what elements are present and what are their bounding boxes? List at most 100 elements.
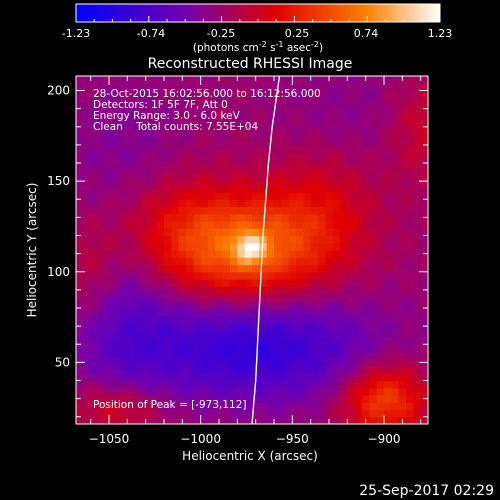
heatmap-cell	[98, 351, 106, 360]
heatmap-cell	[259, 170, 268, 179]
heatmap-cell	[208, 228, 216, 237]
heatmap-cell	[244, 351, 253, 360]
heatmap-cell	[237, 112, 246, 121]
heatmap-cell	[178, 344, 187, 353]
heatmap-cell	[288, 170, 297, 179]
heatmap-cell	[105, 177, 114, 186]
heatmap-cell	[310, 322, 319, 331]
heatmap-cell	[376, 358, 385, 367]
heatmap-cell	[318, 119, 326, 128]
heatmap-cell	[156, 308, 165, 316]
heatmap-cell	[362, 373, 370, 382]
heatmap-cell	[384, 271, 392, 280]
heatmap-cell	[318, 380, 326, 389]
heatmap-cell	[237, 184, 246, 193]
heatmap-cell	[83, 344, 92, 353]
plot-frame	[75, 75, 429, 425]
heatmap-cell	[171, 344, 180, 353]
heatmap-cell	[332, 76, 341, 84]
heatmap-cell	[164, 155, 172, 164]
heatmap-cell	[222, 286, 231, 295]
heatmap-cell	[376, 337, 385, 345]
heatmap-cell	[156, 250, 165, 258]
heatmap-cell	[325, 257, 334, 266]
heatmap-cell	[164, 83, 172, 92]
heatmap-cell	[237, 170, 246, 179]
heatmap-cell	[244, 228, 253, 237]
heatmap-cell	[149, 170, 158, 179]
heatmap-cell	[296, 279, 304, 287]
heatmap-cell	[340, 271, 348, 280]
heatmap-cell	[362, 308, 370, 316]
heatmap-cell	[208, 416, 216, 424]
heatmap-cell	[178, 206, 187, 215]
heatmap-cell	[274, 141, 282, 150]
heatmap-cell	[193, 235, 202, 244]
heatmap-cell	[215, 242, 224, 251]
heatmap-cell	[303, 148, 312, 157]
heatmap-cell	[230, 163, 238, 171]
heatmap-cell	[237, 177, 246, 186]
heatmap-cell	[208, 366, 216, 374]
heatmap-cell	[354, 90, 363, 99]
heatmap-cell	[186, 148, 194, 157]
heatmap-cell	[112, 358, 121, 367]
heatmap-cell	[200, 308, 209, 316]
heatmap-cell	[76, 134, 84, 142]
heatmap-cell	[288, 322, 297, 331]
heatmap-cell	[98, 177, 106, 186]
heatmap-cell	[83, 170, 92, 179]
heatmap-cell	[156, 242, 165, 251]
heatmap-cell	[347, 416, 356, 424]
heatmap-cell	[318, 395, 326, 403]
heatmap-cell	[406, 235, 414, 244]
heatmap-cell	[142, 271, 150, 280]
heatmap-cell	[281, 177, 290, 186]
heatmap-cell	[332, 315, 341, 324]
heatmap-cell	[347, 351, 356, 360]
heatmap-cell	[376, 206, 385, 215]
heatmap-cell	[362, 264, 370, 273]
heatmap-cell	[391, 344, 400, 353]
heatmap-cell	[90, 351, 99, 360]
heatmap-cell	[222, 119, 231, 128]
heatmap-cell	[347, 141, 356, 150]
heatmap-cell	[105, 228, 114, 237]
heatmap-cell	[142, 155, 150, 164]
heatmap-cell	[149, 322, 158, 331]
heatmap-cell	[127, 257, 136, 266]
heatmap-cell	[171, 206, 180, 215]
heatmap-cell	[200, 221, 209, 229]
heatmap-cell	[149, 315, 158, 324]
heatmap-cell	[413, 163, 422, 171]
heatmap-cell	[332, 279, 341, 287]
heatmap-cell	[142, 286, 150, 295]
heatmap-cell	[354, 373, 363, 382]
heatmap-cell	[420, 90, 428, 99]
heatmap-cell	[164, 97, 172, 106]
heatmap-cell	[325, 83, 334, 92]
heatmap-cell	[156, 163, 165, 171]
heatmap-cell	[362, 380, 370, 389]
heatmap-cell	[252, 395, 260, 403]
heatmap-cell	[222, 380, 231, 389]
heatmap-cell	[406, 76, 414, 84]
heatmap-cell	[90, 228, 99, 237]
heatmap-cell	[332, 300, 341, 309]
heatmap-cell	[376, 264, 385, 273]
heatmap-cell	[171, 358, 180, 367]
heatmap-cell	[391, 163, 400, 171]
heatmap-cell	[354, 300, 363, 309]
heatmap-cell	[288, 279, 297, 287]
heatmap-cell	[398, 192, 407, 200]
heatmap-cell	[244, 387, 253, 396]
heatmap-cell	[288, 409, 297, 418]
heatmap-cell	[127, 286, 136, 295]
heatmap-cell	[376, 213, 385, 222]
heatmap-cell	[325, 148, 334, 157]
heatmap-cell	[303, 206, 312, 215]
heatmap-cell	[164, 358, 172, 367]
heatmap-cell	[142, 358, 150, 367]
heatmap-cell	[362, 271, 370, 280]
